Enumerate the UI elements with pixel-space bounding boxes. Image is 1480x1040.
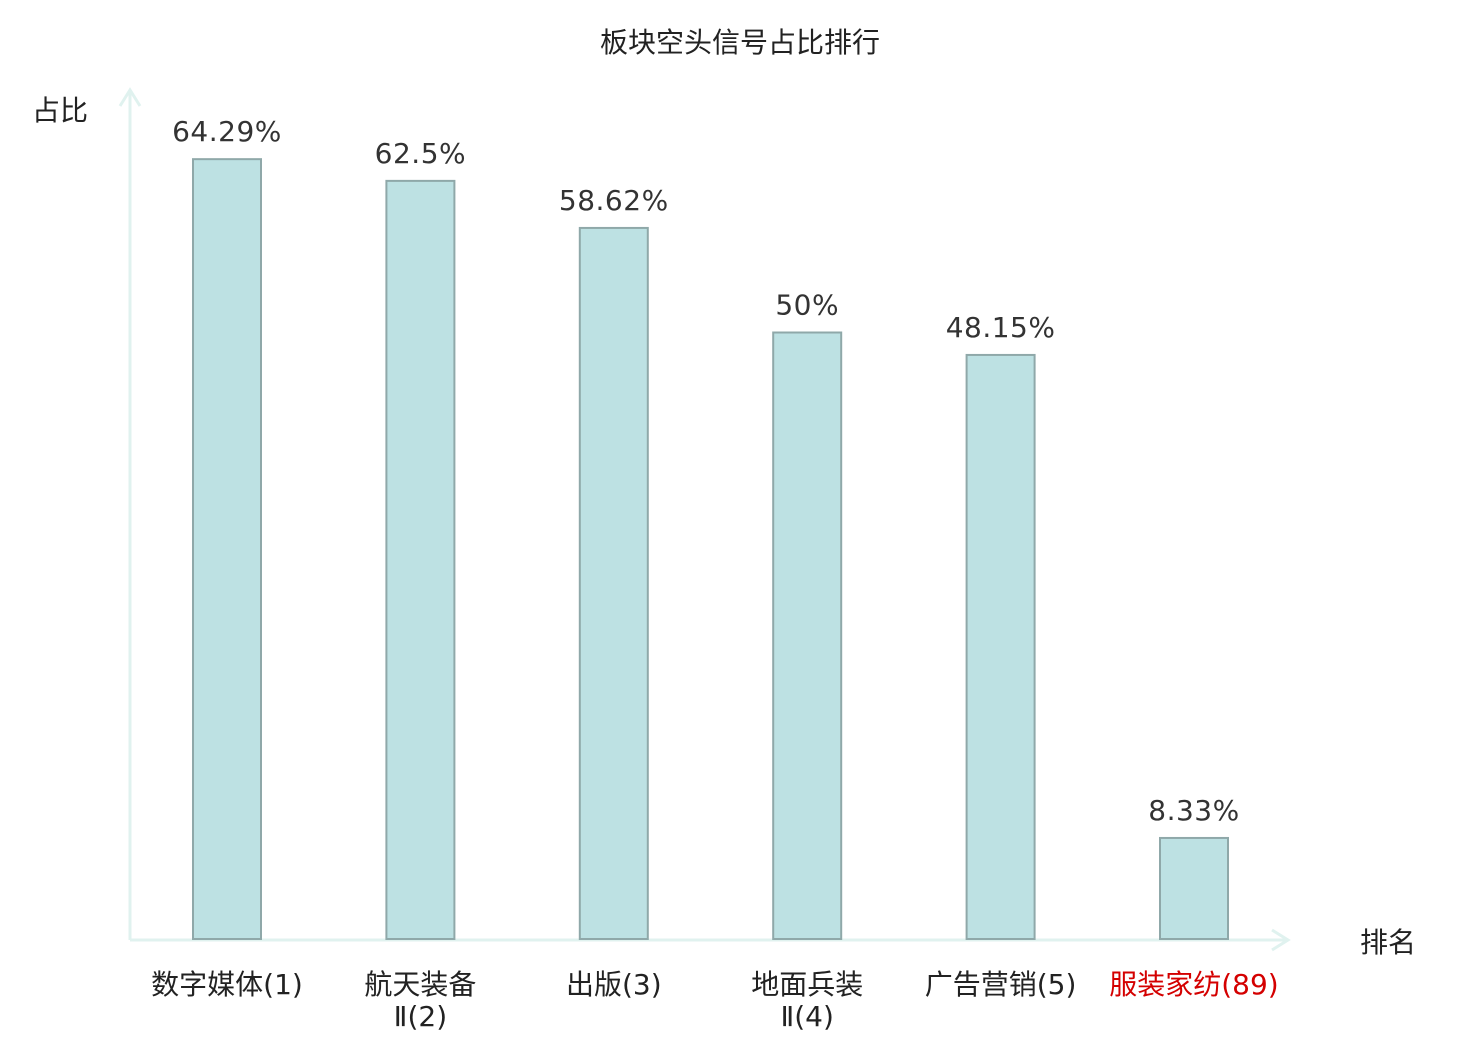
category-label: 数字媒体(1) [151, 968, 303, 1001]
value-label: 50% [775, 289, 839, 322]
value-label: 62.5% [375, 137, 466, 170]
bar [772, 331, 843, 940]
value-label: 58.62% [559, 184, 669, 217]
bar [1159, 836, 1229, 940]
chart-title: 板块空头信号占比排行 [600, 26, 880, 59]
bar [578, 226, 649, 941]
x-axis-label: 排名 [1360, 926, 1416, 959]
bar [385, 179, 456, 940]
value-label: 8.33% [1148, 794, 1239, 827]
value-label: 48.15% [946, 311, 1056, 344]
x-axis-arrow [1271, 928, 1291, 952]
category-label: 出版(3) [566, 968, 662, 1001]
bar [965, 353, 1036, 940]
y-axis-label: 占比 [32, 94, 88, 127]
value-label: 64.29% [172, 115, 282, 148]
category-label: 航天装备 [364, 968, 476, 1001]
bar [192, 158, 262, 940]
y-axis-arrow [118, 87, 142, 107]
category-label: Ⅱ(4) [780, 1000, 833, 1033]
category-label: 地面兵装 [751, 968, 863, 1001]
category-label: Ⅱ(2) [394, 1000, 447, 1033]
category-label: 服装家纺(89) [1109, 968, 1278, 1001]
category-label: 广告营销(5) [925, 968, 1077, 1001]
